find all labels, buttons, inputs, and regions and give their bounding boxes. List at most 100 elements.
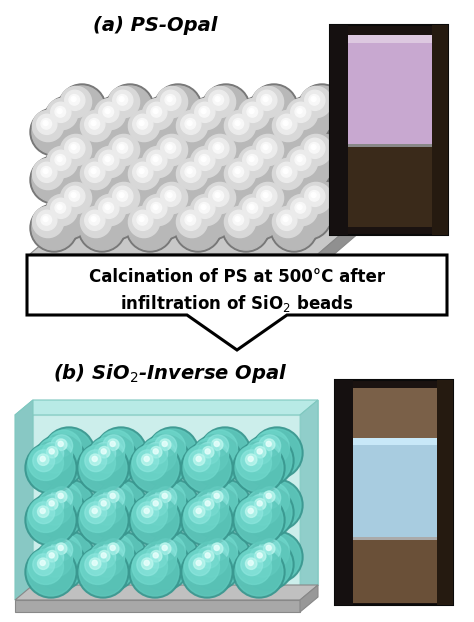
Circle shape [32, 110, 76, 154]
Circle shape [147, 151, 167, 170]
Circle shape [146, 546, 168, 568]
Circle shape [141, 454, 153, 465]
Circle shape [94, 98, 126, 129]
Circle shape [149, 533, 197, 581]
Circle shape [190, 435, 242, 486]
Circle shape [60, 182, 104, 226]
Circle shape [30, 156, 78, 204]
Circle shape [32, 159, 64, 190]
Circle shape [86, 486, 138, 539]
Circle shape [156, 86, 200, 130]
Circle shape [235, 121, 240, 126]
Circle shape [80, 445, 116, 480]
Circle shape [284, 192, 332, 240]
Circle shape [103, 435, 125, 457]
Circle shape [137, 167, 147, 177]
Circle shape [202, 447, 214, 458]
Circle shape [99, 498, 110, 510]
Circle shape [246, 558, 257, 569]
Circle shape [263, 96, 268, 101]
Circle shape [98, 534, 134, 570]
Circle shape [245, 438, 281, 473]
Circle shape [37, 490, 73, 525]
Circle shape [30, 108, 78, 156]
Circle shape [137, 502, 159, 524]
Circle shape [188, 144, 236, 192]
Circle shape [126, 156, 174, 204]
Circle shape [43, 427, 95, 479]
Circle shape [195, 102, 215, 123]
Polygon shape [30, 218, 360, 254]
Circle shape [196, 508, 201, 514]
Circle shape [238, 195, 270, 226]
Circle shape [159, 543, 171, 554]
Circle shape [215, 96, 220, 101]
Polygon shape [15, 400, 318, 415]
Circle shape [37, 438, 73, 473]
Bar [353, 437, 437, 537]
Circle shape [236, 445, 272, 480]
Circle shape [94, 146, 126, 178]
Circle shape [162, 441, 167, 447]
Circle shape [65, 138, 85, 159]
Circle shape [46, 195, 78, 226]
Circle shape [110, 441, 115, 447]
Circle shape [32, 110, 64, 142]
Circle shape [131, 548, 179, 596]
Circle shape [162, 493, 167, 498]
Circle shape [156, 134, 188, 165]
Circle shape [199, 203, 210, 213]
Circle shape [249, 205, 254, 210]
Circle shape [176, 206, 220, 250]
Circle shape [204, 182, 248, 226]
Circle shape [108, 439, 119, 450]
Circle shape [242, 539, 294, 590]
Circle shape [198, 494, 219, 516]
Circle shape [184, 445, 219, 480]
Circle shape [40, 457, 46, 462]
Circle shape [311, 96, 316, 101]
Circle shape [86, 539, 138, 590]
Circle shape [156, 86, 188, 118]
Circle shape [80, 158, 124, 202]
Circle shape [284, 96, 332, 144]
Circle shape [201, 109, 206, 114]
Circle shape [46, 534, 82, 570]
Circle shape [94, 194, 138, 238]
Circle shape [188, 192, 236, 240]
Circle shape [46, 194, 90, 238]
Circle shape [119, 145, 124, 149]
Circle shape [286, 98, 330, 142]
Circle shape [133, 114, 153, 134]
Circle shape [201, 205, 206, 210]
Circle shape [49, 449, 55, 454]
Circle shape [243, 198, 263, 218]
Circle shape [57, 157, 62, 162]
Circle shape [153, 501, 158, 506]
Circle shape [277, 114, 297, 134]
Circle shape [132, 445, 167, 480]
Circle shape [159, 439, 171, 450]
Circle shape [92, 457, 97, 462]
Circle shape [80, 110, 124, 154]
Circle shape [259, 435, 281, 457]
Circle shape [309, 95, 319, 105]
Circle shape [297, 109, 302, 114]
Circle shape [40, 508, 46, 514]
Circle shape [92, 192, 140, 240]
Circle shape [71, 145, 76, 149]
Circle shape [151, 154, 162, 165]
Circle shape [161, 138, 181, 159]
Circle shape [241, 450, 263, 471]
Circle shape [86, 435, 138, 486]
Circle shape [300, 134, 344, 178]
Circle shape [140, 488, 188, 536]
Circle shape [193, 542, 228, 577]
Circle shape [141, 542, 176, 577]
Bar [348, 147, 432, 227]
Circle shape [250, 546, 272, 568]
Circle shape [108, 134, 152, 178]
Circle shape [140, 96, 188, 144]
Circle shape [37, 454, 49, 465]
Circle shape [181, 442, 233, 494]
